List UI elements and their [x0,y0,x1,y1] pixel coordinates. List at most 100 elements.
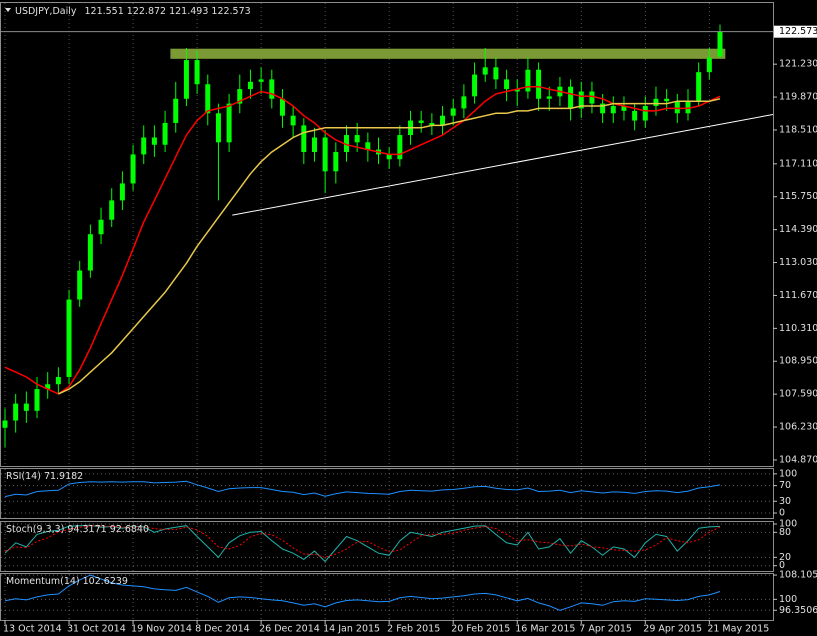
indicator-title: Stoch(9,3,3) [6,524,64,535]
candle-body [34,389,40,411]
y-tick-label: 114.390 [779,224,817,235]
candle-body [151,137,157,145]
y-tick-label: 119.870 [779,92,817,103]
candle-body [461,96,467,109]
indicator-line [4,524,721,563]
candle-body [429,122,435,126]
candle-body [130,154,136,184]
candle-body [472,74,478,97]
candle-body [386,154,392,160]
y-tick-label: 110.310 [779,323,817,334]
x-tick-label: 20 Feb 2015 [451,624,510,635]
y-tick-label: 115.750 [779,191,817,202]
pane-frame [0,2,774,467]
indicator-readout: 102.6239 [83,576,128,587]
y-tick-label: 108.950 [779,356,817,367]
x-tick-label: 2 Feb 2015 [387,624,440,635]
candle-body [717,31,723,57]
x-tick-label: 21 May 2015 [707,624,769,635]
candle-body [418,120,424,123]
x-tick-label: 7 Apr 2015 [579,624,632,635]
x-tick-label: 29 Apr 2015 [643,624,702,635]
candle-body [568,86,574,109]
indicator-line [4,480,721,498]
candle-body [173,98,179,123]
candle-body [55,376,61,385]
indicator-header: RSI(14) 71.9182 [6,471,83,482]
candle-body [653,98,659,107]
candle-body [674,101,680,114]
candle-body [226,103,232,143]
y-tick-label: 80 [779,527,791,538]
indicator-title: RSI(14) [6,471,41,482]
candle-body [536,69,542,99]
candle-body [45,384,51,390]
candle-body [98,219,104,235]
y-tick-label: 70 [779,480,791,491]
candle-body [440,115,446,126]
candle-body [23,403,29,411]
candle-body [247,81,253,90]
candle-body [589,91,595,104]
candle-body [301,125,307,152]
candle-body [642,106,648,121]
candle-body [504,79,510,90]
y-tick-label: 0 [779,507,785,518]
y-tick-label: 96.3506 [779,605,817,616]
candle-body [600,103,606,114]
y-tick-label: 121.230 [779,59,817,70]
candle-body [205,84,211,114]
candle-body [365,142,371,150]
candle-body [514,89,520,92]
candle-body [546,96,552,99]
y-tick-label: 106.230 [779,422,817,433]
y-tick-label: 30 [779,496,791,507]
candle-body [333,151,339,172]
y-tick-label: 20 [779,552,791,563]
candle-body [610,106,616,114]
x-tick-label: 14 Jan 2015 [323,624,380,635]
candle-body [2,420,8,428]
candle-body [397,135,403,160]
indicator-readout: 94.3171 92.6840 [67,524,149,535]
pane-frame [0,521,774,572]
indicator-readout: 71.9182 [44,471,83,482]
candle-body [696,72,702,102]
candle-body [13,403,19,421]
indicator-line [4,525,721,558]
chart-header: USDJPY,Daily 121.551 122.872 121.493 122.… [15,6,251,17]
candle-body [311,137,317,152]
candle-body [109,200,115,220]
current-price-label: 122.573 [779,26,817,37]
candle-body [322,137,328,172]
candle-body [290,115,296,126]
indicator-title: Momentum(14) [6,576,80,587]
x-tick-label: 8 Dec 2014 [195,624,250,635]
y-tick-label: 113.030 [779,257,817,268]
candle-body [237,89,243,104]
candle-body [621,106,627,111]
indicator-line [58,98,721,395]
pane-frame [0,573,774,621]
y-tick-label: 100 [779,468,797,479]
candle-body [685,101,691,114]
indicator-line [4,574,721,611]
indicator-line [4,85,721,395]
candle-body [450,108,456,116]
x-tick-label: 13 Oct 2014 [3,624,62,635]
indicator-header: Momentum(14) 102.6239 [6,576,128,587]
symbol-title: USDJPY,Daily [15,6,77,17]
pane-frame [0,468,774,519]
candle-body [482,67,488,75]
x-tick-label: 19 Nov 2014 [131,624,192,635]
y-tick-label: 104.870 [779,454,817,465]
candle-body [632,110,638,121]
candle-body [66,299,72,377]
symbol-menu-arrow[interactable] [5,8,11,12]
candle-body [258,79,264,82]
y-tick-label: 118.510 [779,124,817,135]
ohlc-readout: 121.551 122.872 121.493 122.573 [84,6,250,17]
y-tick-label: 0 [779,560,785,571]
